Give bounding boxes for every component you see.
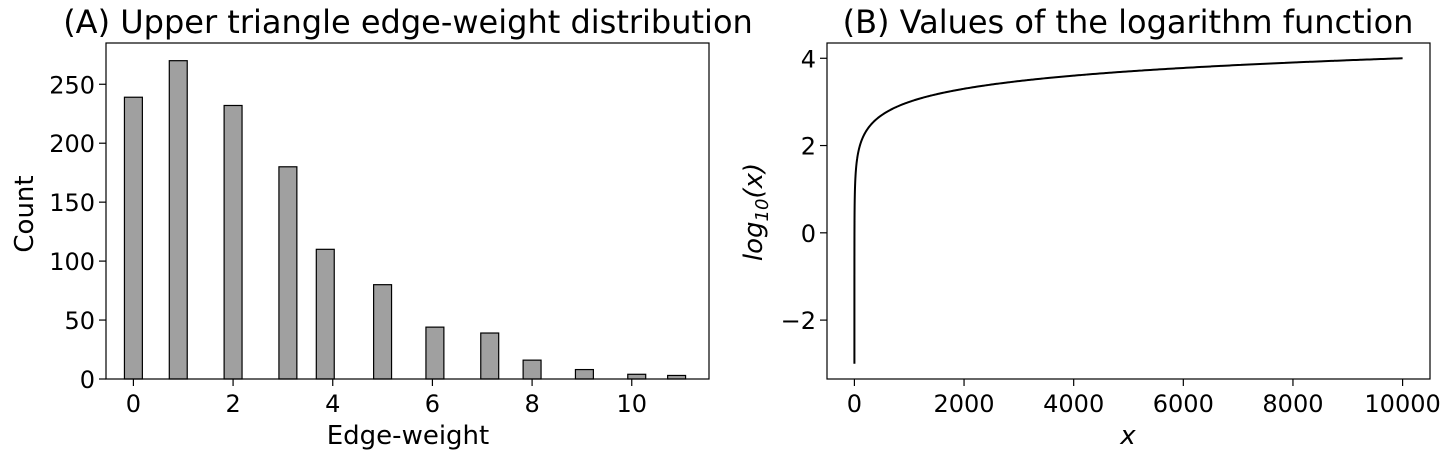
x-tick-label: 10000 <box>1364 390 1440 418</box>
x-tick-label: 8000 <box>1262 390 1323 418</box>
y-label-subscript: 10 <box>752 199 773 222</box>
x-tick-label: 2000 <box>934 390 995 418</box>
histogram-bar <box>278 166 298 380</box>
histogram-bar <box>425 326 445 380</box>
histogram-bar <box>123 96 143 380</box>
y-tick-label: 50 <box>64 307 95 335</box>
histogram-bar <box>168 60 188 380</box>
log-function-panel: (B) Values of the logarithm function 0 20… <box>739 3 1441 451</box>
histogram-plot-frame <box>105 42 710 380</box>
histogram-bar <box>480 332 500 380</box>
y-tick-label: 250 <box>49 71 95 99</box>
histogram-bar <box>627 373 647 380</box>
log-function-y-ticks: −2 0 2 4 <box>781 45 827 335</box>
y-tick-label: −2 <box>781 307 816 335</box>
y-tick-label: 2 <box>801 133 816 161</box>
log-curve <box>853 57 1403 364</box>
x-tick-label: 8 <box>524 390 539 418</box>
y-tick-label: 4 <box>801 45 816 73</box>
log-function-x-ticks: 0 2000 4000 6000 8000 10000 <box>847 379 1441 418</box>
y-tick-label: 100 <box>49 248 95 276</box>
y-tick-label: 200 <box>49 130 95 158</box>
x-tick-label: 0 <box>126 390 141 418</box>
histogram-bars <box>123 60 687 380</box>
histogram-bar <box>373 284 393 380</box>
y-label-argument: (x) <box>739 163 769 199</box>
histogram-title: (A) Upper triangle edge-weight distribut… <box>63 3 753 41</box>
log-function-plot-frame <box>826 42 1431 380</box>
histogram-panel: (A) Upper triangle edge-weight distribut… <box>10 3 753 451</box>
histogram-y-label: Count <box>10 175 40 252</box>
x-tick-label: 10 <box>616 390 647 418</box>
histogram-x-ticks: 0 2 4 6 8 10 <box>126 379 647 418</box>
histogram-bar <box>223 104 243 380</box>
x-tick-label: 6 <box>425 390 440 418</box>
y-tick-label: 0 <box>801 220 816 248</box>
log-function-y-label: log10(x) <box>739 163 773 261</box>
histogram-bar <box>315 248 335 380</box>
x-tick-label: 4000 <box>1043 390 1104 418</box>
log-function-title: (B) Values of the logarithm function <box>843 3 1414 41</box>
histogram-x-label: Edge-weight <box>327 421 489 451</box>
x-tick-label: 6000 <box>1153 390 1214 418</box>
histogram-bar <box>522 359 542 380</box>
y-label-base: log <box>739 221 769 261</box>
x-tick-label: 2 <box>225 390 240 418</box>
x-tick-label: 4 <box>325 390 340 418</box>
histogram-y-ticks: 0 50 100 150 200 250 <box>49 71 106 394</box>
log-function-x-label: x <box>1119 421 1136 451</box>
x-tick-label: 0 <box>847 390 862 418</box>
y-tick-label: 0 <box>80 366 95 394</box>
histogram-bar <box>574 368 594 380</box>
y-tick-label: 150 <box>49 189 95 217</box>
